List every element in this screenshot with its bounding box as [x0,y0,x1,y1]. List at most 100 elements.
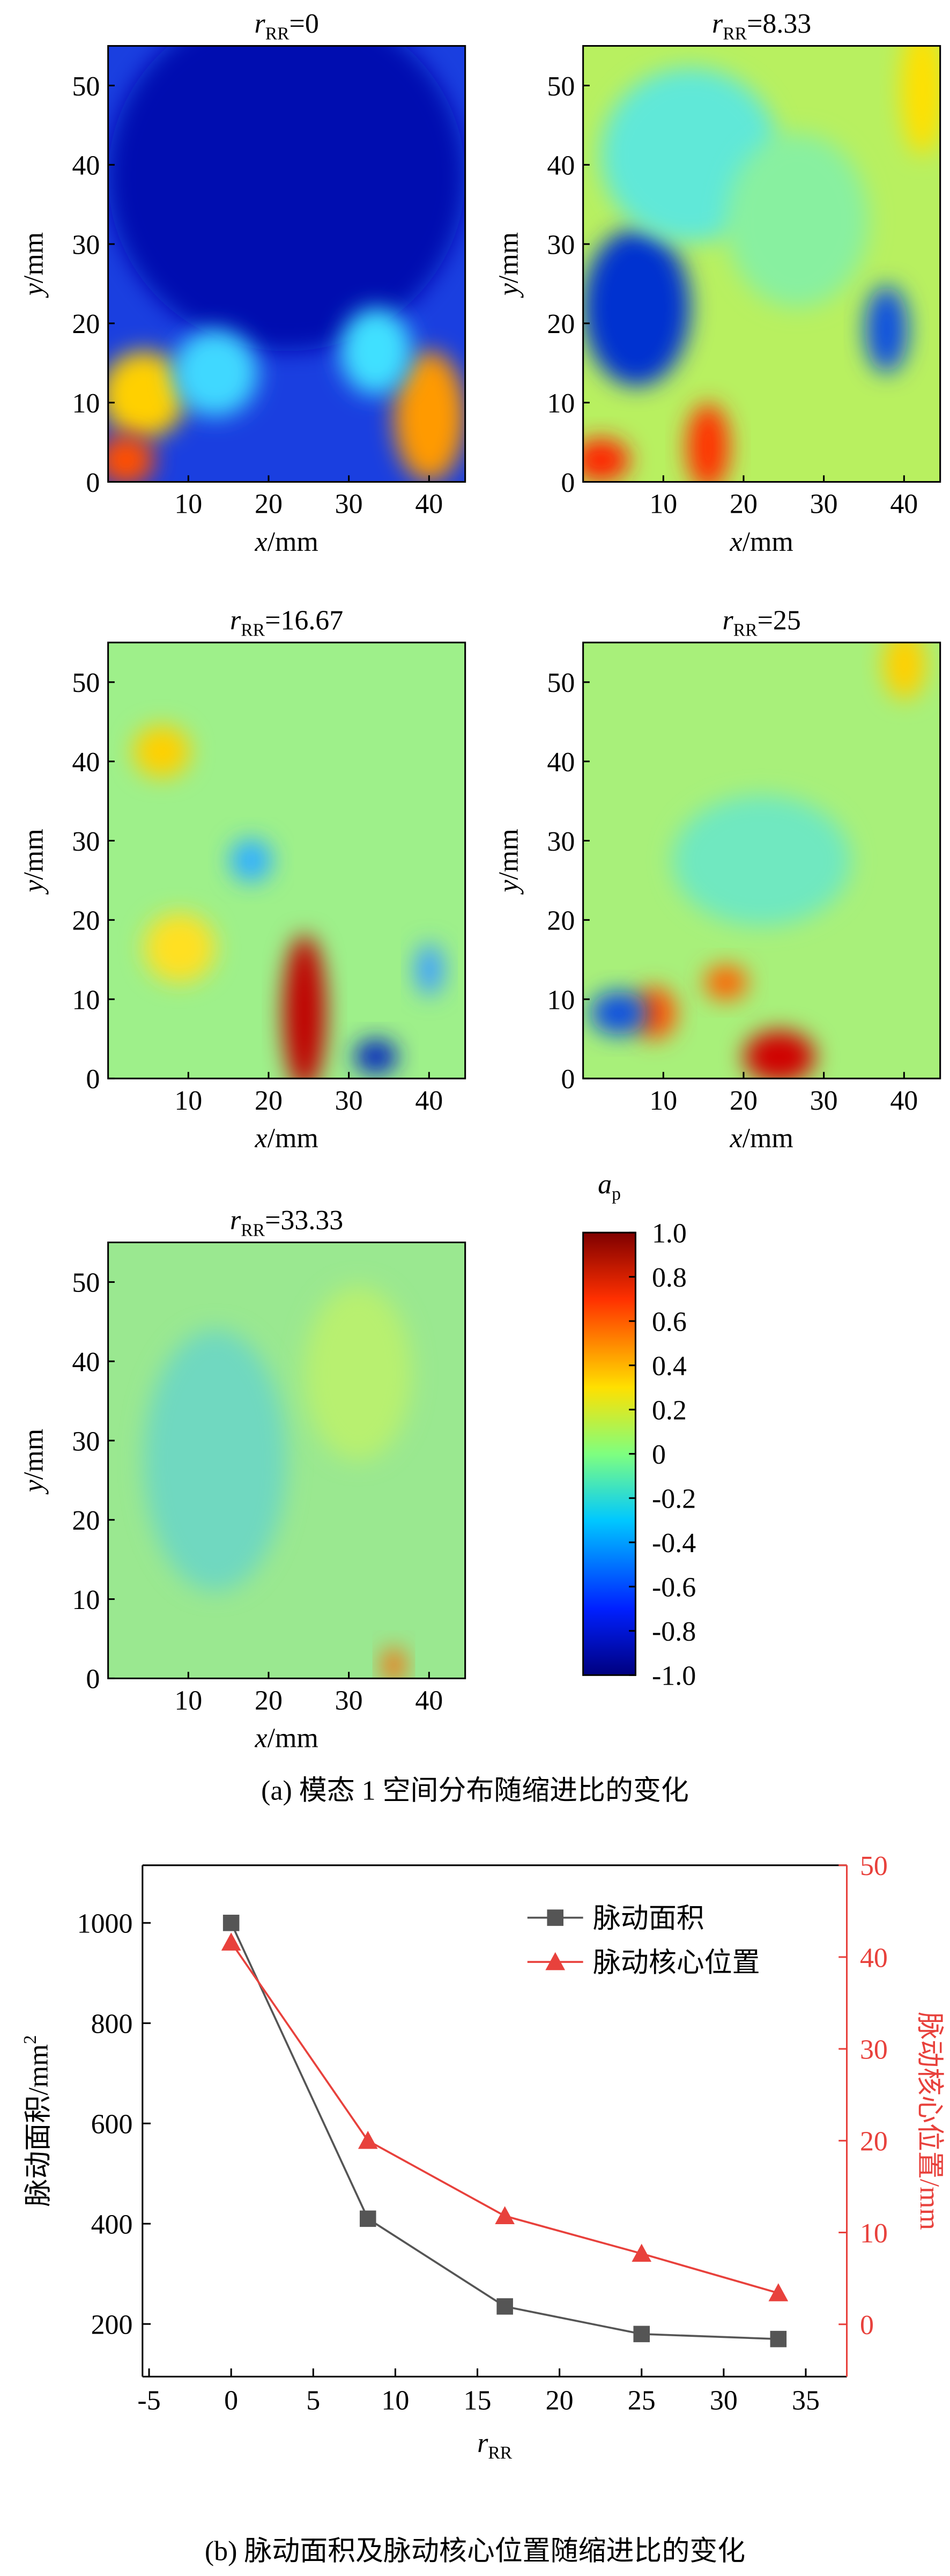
x-axis-label-part: x [255,1123,268,1154]
marker [632,2243,652,2262]
y-tick-label: 40 [547,747,575,778]
y-tick-label: 40 [72,1347,100,1378]
y-tick-label: 0 [86,468,100,498]
y-tick-label: 30 [547,826,575,857]
panel-title: rRR=16.67 [230,606,343,640]
legend-marker [547,1909,563,1926]
panel-title-part: =16.67 [265,606,343,636]
colorbar-tick-label: 0.8 [652,1263,687,1293]
x-tick-label: -5 [137,2385,160,2416]
y-tick-label: 20 [547,906,575,936]
y2-axis-label: 脉动核心位置/mm [914,2012,945,2230]
marker [221,1932,241,1951]
y-tick-label: 10 [547,985,575,1015]
x-tick-label: 5 [306,2385,320,2416]
heatmap-image [108,1242,465,1679]
y-axis-label-part: /mm [493,232,524,283]
heatmap-blob [901,46,940,155]
y-tick-label: 800 [91,2009,133,2040]
heatmap-blob [744,1030,815,1079]
y-tick-label: 30 [72,826,100,857]
panel-title: rRR=0 [254,9,318,43]
y-tick-label: 30 [547,230,575,260]
y-axis-label-part: /mm [18,1429,49,1480]
x-axis-label-part: /mm [268,1123,318,1154]
x-tick-label: 40 [415,1685,443,1716]
x-axis-label-part: r [477,2428,488,2459]
heatmap-blob [283,934,326,1079]
x-tick-label: 35 [792,2385,820,2416]
marker [633,2326,650,2343]
x-axis-label: x/mm [255,527,318,557]
x-tick-label: 10 [649,489,677,520]
y-axis-label-part: /mm [18,232,49,283]
colorbar-label-part: a [598,1169,612,1200]
y-axis-label: y/mm [18,829,49,895]
y2-tick-label: 20 [860,2127,888,2157]
x-tick-label: 20 [546,2385,574,2416]
heatmap-blob [108,434,155,482]
panel-title-part: r [712,9,723,39]
panel-title-part: =33.33 [265,1205,343,1236]
x-tick-label: 40 [415,489,443,520]
colorbar-tick-label: -0.6 [652,1573,696,1603]
x-axis-label-part: x [730,1123,743,1154]
panel-title-part: r [230,606,241,636]
y-axis-label-part: /mm [18,829,49,880]
y-axis-label-part: y [18,880,49,895]
y-tick-label: 0 [86,1064,100,1095]
y-tick-label: 1000 [77,1909,133,1939]
x-tick-label: 20 [730,489,758,520]
y-axis-label-part: y [493,283,524,298]
x-tick-label: 40 [890,489,918,520]
x-axis-label-part: RR [488,2443,512,2463]
colorbar-tick-label: 0.2 [652,1396,687,1426]
y-tick-label: 30 [72,230,100,260]
x-tick-label: 30 [335,1685,363,1716]
y-tick-label: 50 [547,668,575,698]
heatmap-blob [883,642,926,699]
colorbar [582,1231,636,1676]
panel-title-part: r [230,1205,241,1236]
x-tick-label: 20 [255,1685,283,1716]
heatmap-blob [672,795,851,926]
heatmap-blob [340,307,412,395]
marker [770,2330,787,2348]
colorbar-tick-label: 1.0 [652,1218,687,1249]
axes-frame [107,1241,466,1679]
y-tick-label: 10 [72,985,100,1015]
y-axis-label: 脉动面积/mm2 [20,2035,54,2207]
y-tick-label: 600 [91,2109,133,2140]
heatmap-blob [583,438,630,482]
y-axis-label: y/mm [493,232,524,298]
marker [768,2283,789,2301]
x-tick-label: 30 [710,2385,738,2416]
x-tick-label: 30 [335,489,363,520]
series-line [230,1922,778,2340]
heatmap-blob [726,133,869,308]
caption: (b) 脉动面积及脉动核心位置随缩进比的变化 [205,2536,745,2567]
heatmap-blob [108,46,465,351]
y-tick-label: 10 [547,388,575,419]
x-tick-label: 0 [224,2385,238,2416]
y-axis-label-part: 2 [20,2035,40,2044]
colorbar-tick-label: 0.4 [652,1351,687,1382]
colorbar-tick-label: 0.6 [652,1307,687,1338]
x-tick-label: 10 [649,1086,677,1116]
panel-title-part: =0 [290,9,319,39]
panel-title-part: RR [733,621,758,640]
axes-frame [582,641,941,1080]
x-tick-label: 40 [415,1086,443,1116]
y-axis-label-part: 脉动面积/mm [24,2044,54,2206]
y-tick-label: 10 [72,1585,100,1615]
y-axis-label: y/mm [18,1429,49,1495]
heatmap-blob [133,725,190,778]
heatmap-image [108,642,465,1079]
panel-title-part: RR [265,24,290,43]
y-tick-label: 50 [72,1268,100,1298]
y-tick-label: 20 [72,906,100,936]
x-axis-label-part: x [730,527,743,557]
y2-tick-label: 10 [860,2218,888,2249]
y-tick-label: 0 [561,468,575,498]
